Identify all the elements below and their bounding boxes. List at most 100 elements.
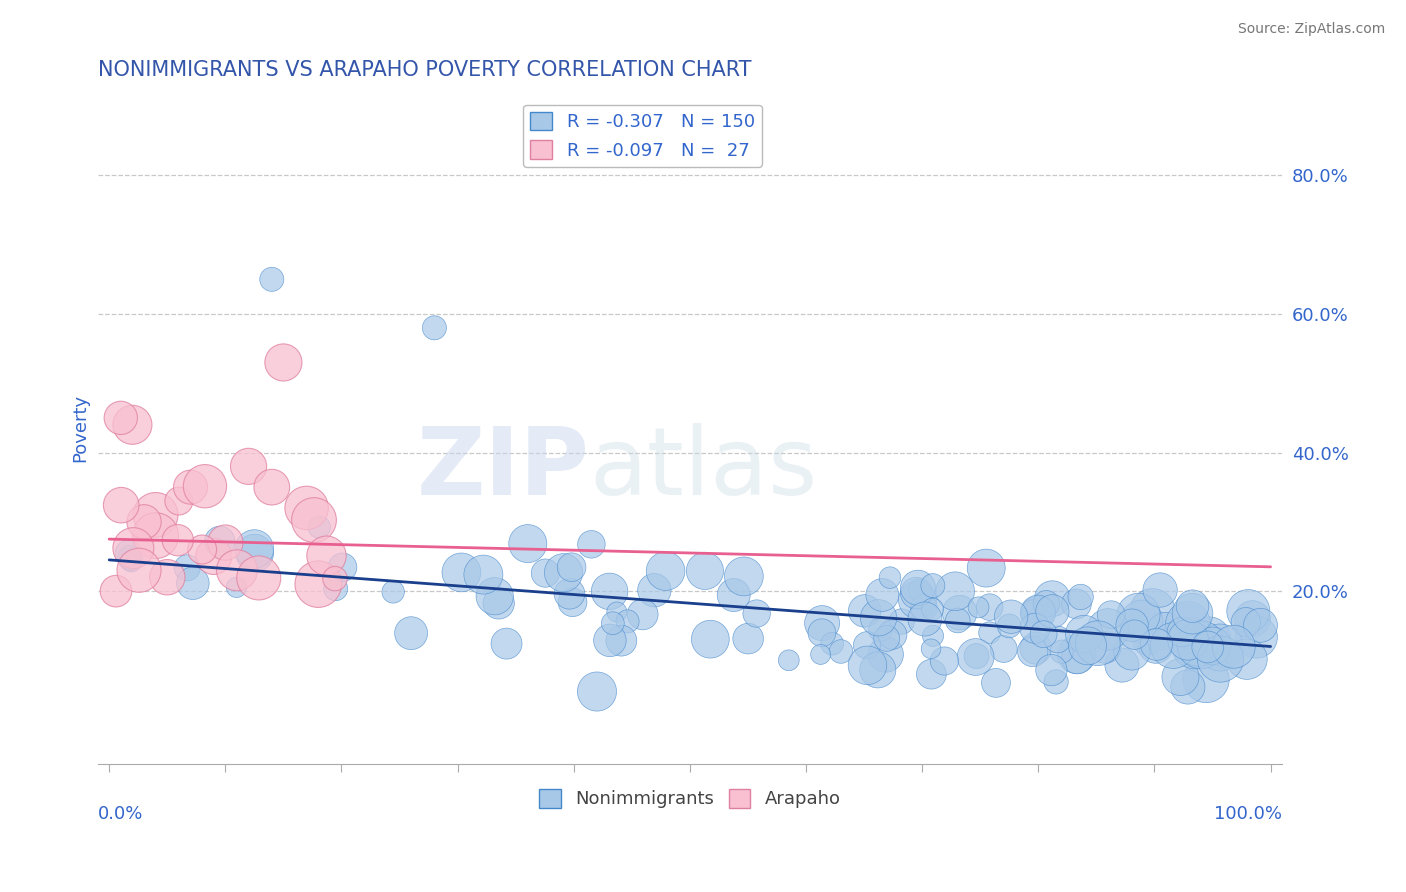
Point <box>979 600 1001 615</box>
Point <box>1213 646 1236 660</box>
Point <box>908 583 931 598</box>
Text: NONIMMIGRANTS VS ARAPAHO POVERTY CORRELATION CHART: NONIMMIGRANTS VS ARAPAHO POVERTY CORRELA… <box>97 60 751 79</box>
Point <box>811 625 834 640</box>
Point <box>247 571 270 585</box>
Point <box>1161 639 1184 653</box>
Point <box>1177 616 1199 631</box>
Point <box>295 500 318 515</box>
Point <box>145 508 167 522</box>
Point <box>1123 628 1146 642</box>
Point <box>868 611 890 625</box>
Point <box>866 663 889 677</box>
Point <box>1184 639 1206 653</box>
Point <box>120 550 142 565</box>
Point <box>602 616 624 631</box>
Point <box>323 572 346 586</box>
Point <box>922 629 945 643</box>
Point <box>1250 618 1272 632</box>
Point <box>1236 652 1258 666</box>
Point <box>745 607 768 621</box>
Point <box>1181 599 1204 614</box>
Point <box>967 600 990 615</box>
Point <box>176 561 198 575</box>
Point <box>495 637 517 651</box>
Point <box>905 593 928 607</box>
Point <box>811 616 834 631</box>
Point <box>1045 674 1067 689</box>
Point <box>654 564 676 578</box>
Point <box>1130 615 1153 629</box>
Point <box>966 649 988 664</box>
Point <box>1121 618 1143 632</box>
Point <box>599 633 621 648</box>
Point <box>606 605 628 619</box>
Point <box>699 632 721 647</box>
Point <box>516 536 538 550</box>
Point <box>949 606 972 620</box>
Point <box>1040 591 1063 606</box>
Point <box>145 529 167 543</box>
Point <box>1040 663 1063 677</box>
Point <box>876 632 898 646</box>
Point <box>202 549 225 564</box>
Point <box>853 604 876 618</box>
Point <box>1197 640 1219 654</box>
Point <box>965 650 987 665</box>
Point <box>643 583 665 598</box>
Point <box>488 596 510 610</box>
Point <box>1178 625 1201 640</box>
Point <box>586 684 609 698</box>
Point <box>156 570 179 584</box>
Point <box>979 625 1001 640</box>
Point <box>260 480 283 494</box>
Point <box>1073 627 1095 641</box>
Point <box>1146 637 1168 651</box>
Point <box>1077 639 1099 653</box>
Point <box>225 580 247 594</box>
Point <box>1246 630 1268 644</box>
Point <box>934 654 956 668</box>
Point <box>260 272 283 286</box>
Point <box>307 577 329 591</box>
Point <box>1195 673 1218 687</box>
Point <box>308 520 330 534</box>
Point <box>302 513 325 527</box>
Point <box>733 569 755 583</box>
Point <box>273 355 295 369</box>
Point <box>907 581 929 595</box>
Point <box>553 566 575 580</box>
Point <box>993 642 1015 657</box>
Point <box>1022 644 1045 658</box>
Point <box>1237 604 1260 618</box>
Point <box>1177 632 1199 647</box>
Point <box>1066 651 1088 665</box>
Point <box>1066 648 1088 662</box>
Point <box>810 648 832 662</box>
Point <box>1149 582 1171 597</box>
Point <box>1181 607 1204 621</box>
Point <box>1066 597 1088 611</box>
Point <box>128 563 150 577</box>
Point <box>561 560 583 574</box>
Point <box>1121 645 1143 659</box>
Point <box>179 480 201 494</box>
Text: 0.0%: 0.0% <box>97 805 143 822</box>
Point <box>1111 658 1133 673</box>
Point <box>1097 623 1119 637</box>
Point <box>181 576 204 591</box>
Point <box>1024 621 1046 635</box>
Point <box>610 633 633 648</box>
Point <box>1040 604 1063 618</box>
Text: Source: ZipAtlas.com: Source: ZipAtlas.com <box>1237 22 1385 37</box>
Legend: Nonimmigrants, Arapaho: Nonimmigrants, Arapaho <box>531 782 848 815</box>
Point <box>167 494 190 508</box>
Point <box>214 535 236 549</box>
Point <box>856 658 879 673</box>
Point <box>1087 636 1109 650</box>
Point <box>1222 640 1244 654</box>
Point <box>920 667 942 681</box>
Point <box>122 541 145 555</box>
Point <box>1177 680 1199 694</box>
Point <box>1198 632 1220 646</box>
Point <box>226 563 249 577</box>
